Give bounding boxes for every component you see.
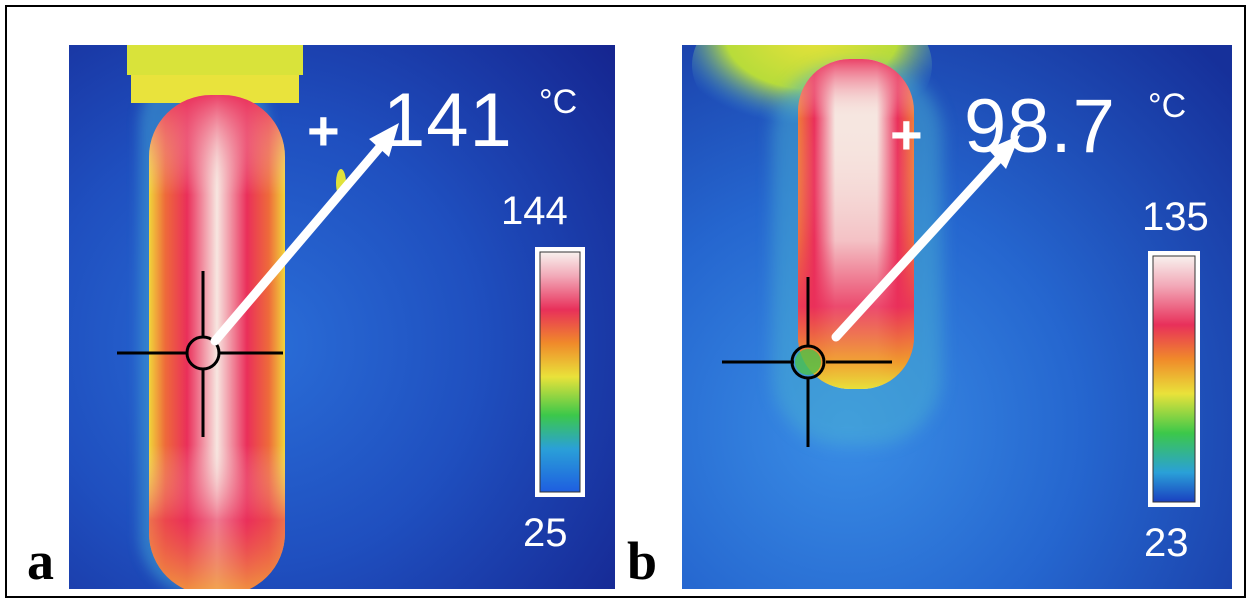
panel-letter-a: a — [27, 531, 54, 591]
spot-temperature-b: 98.7 — [964, 84, 1116, 169]
crosshair-a — [117, 271, 283, 437]
thermal-image-a: + 141 °C 144 25 — [69, 45, 615, 589]
crosshair-b — [722, 277, 892, 447]
temperature-unit-a: °C — [539, 83, 578, 121]
scale-max-b: 135 — [1142, 195, 1209, 239]
thermal-scene-a — [69, 45, 615, 589]
thermal-scene-b — [682, 45, 1232, 589]
scale-max-a: 144 — [501, 189, 568, 233]
temperature-unit-b: °C — [1148, 87, 1187, 125]
scale-min-a: 25 — [523, 511, 568, 555]
figure-frame: + 141 °C 144 25 a — [5, 5, 1246, 598]
panel-letter-b: b — [627, 531, 658, 591]
cursor-symbol-b: + — [890, 103, 923, 166]
cursor-symbol-a: + — [307, 99, 340, 162]
spot-temperature-a: 141 — [383, 78, 513, 163]
scale-min-b: 23 — [1144, 521, 1189, 565]
thermal-image-b: + 98.7 °C 135 23 — [682, 45, 1232, 589]
